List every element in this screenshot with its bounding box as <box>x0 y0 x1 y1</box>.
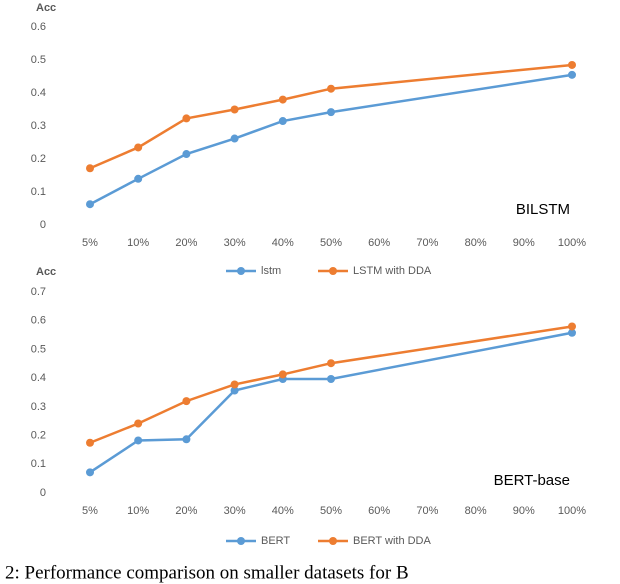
point <box>86 468 94 477</box>
legend-marker <box>329 267 337 275</box>
y-tick-label: 0.1 <box>31 186 46 198</box>
legend-label: lstm <box>261 265 281 277</box>
point <box>182 150 191 159</box>
x-tick-label: 20% <box>175 237 197 249</box>
legend-label: LSTM with DDA <box>353 265 432 277</box>
y-tick-label: 0.6 <box>31 315 46 327</box>
x-tick-label: 5% <box>82 237 98 249</box>
x-tick-label: 90% <box>513 237 535 249</box>
y-tick-label: 0.4 <box>31 372 46 384</box>
y-tick-label: 0.5 <box>31 343 46 355</box>
x-tick-label: 100% <box>558 237 586 249</box>
x-tick-label: 80% <box>465 237 487 249</box>
x-tick-label: 5% <box>82 505 98 517</box>
x-tick-label: 50% <box>320 237 342 249</box>
point <box>327 375 335 384</box>
x-tick-label: 10% <box>127 505 149 517</box>
point <box>568 328 576 337</box>
legend-label: BERT <box>261 535 290 547</box>
point <box>182 114 191 123</box>
point <box>134 419 143 428</box>
point <box>182 435 191 444</box>
point <box>568 60 576 69</box>
x-tick-label: 80% <box>465 505 487 517</box>
y-tick-label: 0 <box>40 219 46 231</box>
y-tick-label: 0.5 <box>31 54 46 66</box>
point <box>327 359 335 368</box>
y-tick-label: 0.7 <box>31 286 46 298</box>
point <box>134 436 143 445</box>
series-line <box>89 63 573 170</box>
caption: g. 2: Performance comparison on smaller … <box>0 562 409 583</box>
x-tick-label: 50% <box>320 505 342 517</box>
point <box>230 134 239 143</box>
series-line <box>89 73 573 206</box>
x-tick-label: 20% <box>175 505 197 517</box>
point <box>278 117 287 126</box>
y-axis-label: Acc <box>36 266 56 278</box>
point <box>327 108 335 117</box>
x-tick-label: 10% <box>127 237 149 249</box>
series-line <box>89 331 573 474</box>
point <box>278 95 287 104</box>
y-axis-label: Acc <box>36 2 56 14</box>
y-tick-label: 0.3 <box>31 401 46 413</box>
y-tick-label: 0.1 <box>31 458 46 470</box>
annotation: BERT-base <box>494 472 570 489</box>
y-tick-label: 0 <box>40 487 46 499</box>
point <box>230 386 239 395</box>
legend-marker <box>237 267 245 275</box>
point <box>86 200 94 209</box>
x-tick-label: 40% <box>272 237 294 249</box>
x-tick-label: 90% <box>513 505 535 517</box>
point <box>182 397 191 406</box>
point <box>86 438 94 447</box>
x-tick-label: 100% <box>558 505 586 517</box>
point <box>86 164 94 173</box>
x-tick-label: 70% <box>416 505 438 517</box>
point <box>568 322 576 331</box>
point <box>134 174 143 183</box>
point <box>230 380 239 389</box>
point <box>327 84 335 93</box>
point <box>230 105 239 114</box>
series-line <box>89 325 573 444</box>
point <box>568 70 576 79</box>
legend-marker <box>329 537 337 545</box>
y-tick-label: 0.3 <box>31 120 46 132</box>
legend-label: BERT with DDA <box>353 535 432 547</box>
point <box>134 143 143 152</box>
x-tick-label: 60% <box>368 237 390 249</box>
y-tick-label: 0.2 <box>31 153 46 165</box>
y-tick-label: 0.6 <box>31 21 46 33</box>
point <box>278 370 287 379</box>
x-tick-label: 30% <box>224 505 246 517</box>
legend-marker <box>237 537 245 545</box>
x-tick-label: 40% <box>272 505 294 517</box>
x-tick-label: 60% <box>368 505 390 517</box>
x-tick-label: 30% <box>224 237 246 249</box>
x-tick-label: 70% <box>416 237 438 249</box>
annotation: BILSTM <box>516 201 570 218</box>
y-tick-label: 0.2 <box>31 429 46 441</box>
y-tick-label: 0.4 <box>31 87 46 99</box>
